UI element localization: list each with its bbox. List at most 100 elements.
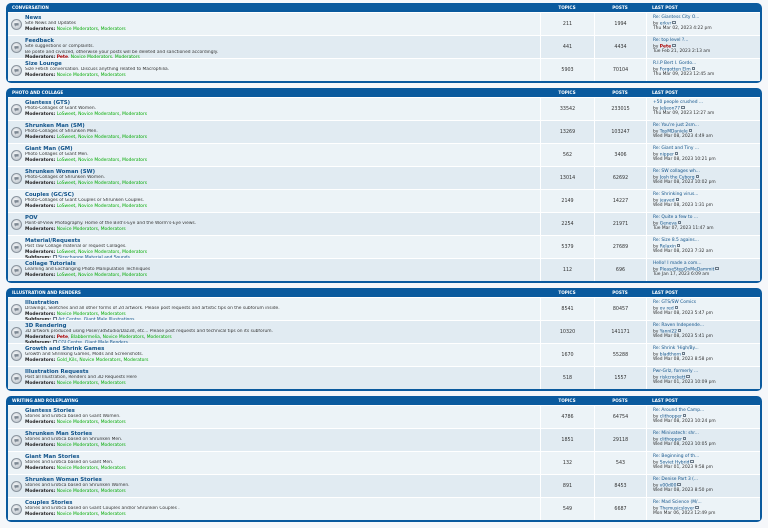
last-post-title-link[interactable]: Re: Shrinking virus... <box>653 192 699 197</box>
last-post-title-link[interactable]: Re: SW collages wh... <box>653 169 700 174</box>
moderator-link[interactable]: Moderators <box>122 272 148 278</box>
moderator-link[interactable]: Moderators <box>100 311 126 317</box>
moderator-link[interactable]: LoSweet <box>56 111 76 117</box>
forum-name-link[interactable]: News <box>25 15 42 21</box>
moderator-link[interactable]: Novice Moderators <box>56 488 98 494</box>
last-post-author-link[interactable]: ov red <box>659 305 674 311</box>
goto-post-icon[interactable] <box>690 459 694 464</box>
moderator-link[interactable]: Moderators <box>100 226 126 232</box>
moderator-link[interactable]: Moderators <box>122 111 148 117</box>
moderator-link[interactable]: LoSweet <box>56 180 76 186</box>
moderator-link[interactable]: LoSweet <box>56 203 76 209</box>
moderator-link[interactable]: Blabbermelia <box>70 334 100 340</box>
moderator-link[interactable]: Moderators <box>100 488 126 494</box>
moderator-link[interactable]: Novice Moderators <box>79 357 121 363</box>
moderator-link[interactable]: Novice Moderators <box>56 419 98 425</box>
last-post-author-link[interactable]: Pete <box>659 43 672 49</box>
category-title[interactable]: WRITING AND ROLEPLAYING <box>12 398 79 403</box>
moderator-link[interactable]: Novice Moderators <box>102 334 144 340</box>
moderator-link[interactable]: Novice Moderators <box>70 55 113 58</box>
moderator-link[interactable]: Moderators <box>100 465 126 471</box>
moderator-link[interactable]: Moderators <box>114 55 140 58</box>
last-post-title-link[interactable]: Re: Giantess City O... <box>653 15 700 20</box>
moderator-link[interactable]: LoSweet <box>56 134 76 140</box>
last-post-author-link[interactable]: erkvr <box>659 20 672 26</box>
last-post-author-link[interactable]: TopMDaniele <box>659 128 688 134</box>
forum-name-link[interactable]: Giantess (GTS) <box>25 100 71 106</box>
forum-name-link[interactable]: Illustration <box>25 300 59 306</box>
moderator-link[interactable]: Novice Moderators <box>78 157 120 163</box>
last-post-title-link[interactable]: Re: top level ?... <box>653 38 689 43</box>
last-post-title-link[interactable]: Re: Minivatech: shr... <box>653 431 699 436</box>
forum-name-link[interactable]: Couples (GC/SC) <box>25 192 75 198</box>
last-post-author-link[interactable]: v00d00 <box>659 482 677 488</box>
goto-post-icon[interactable] <box>682 413 687 418</box>
last-post-title-link[interactable]: Pwr-Grlz, formerly ... <box>653 369 699 374</box>
last-post-title-link[interactable]: Re: Beginning of th... <box>653 454 700 459</box>
last-post-author-link[interactable]: bladthorn <box>659 351 681 357</box>
last-post-author-link[interactable]: Yanni22 <box>659 328 677 334</box>
goto-post-icon[interactable] <box>677 482 681 487</box>
subforum-link[interactable]: Art Centre, Giant Male Illustrations <box>58 317 135 320</box>
last-post-title-link[interactable]: Re: Quite a few to ... <box>653 215 699 220</box>
last-post-title-link[interactable]: Re: Size 8.5 agains... <box>653 238 699 243</box>
goto-post-icon[interactable] <box>715 266 719 271</box>
last-post-title-link[interactable]: Hello! I made a com... <box>653 261 702 266</box>
forum-name-link[interactable]: Illustration Requests <box>25 369 89 375</box>
moderator-link[interactable]: Moderators <box>146 334 172 340</box>
moderator-link[interactable]: Moderators <box>100 26 126 32</box>
moderator-link[interactable]: Novice Moderators <box>56 511 98 517</box>
forum-name-link[interactable]: Giant Man Stories <box>25 454 80 460</box>
last-post-author-link[interactable]: Josh the Cyborg <box>659 174 695 180</box>
forum-name-link[interactable]: Giantess Stories <box>25 408 75 414</box>
moderator-link[interactable]: Novice Moderators <box>78 111 120 117</box>
goto-post-icon[interactable] <box>675 197 679 202</box>
goto-post-icon[interactable] <box>672 20 676 25</box>
last-post-author-link[interactable]: nipper <box>659 151 674 157</box>
moderator-link[interactable]: Novice Moderators <box>56 26 98 32</box>
moderator-link[interactable]: Moderators <box>122 134 148 140</box>
goto-post-icon[interactable] <box>695 174 699 179</box>
last-post-author-link[interactable]: PleaseStepOnMeDammit <box>659 266 715 272</box>
moderator-link[interactable]: Novice Moderators <box>56 442 98 448</box>
moderator-link[interactable]: Moderators <box>122 249 148 255</box>
moderator-link[interactable]: Pete <box>56 334 68 340</box>
forum-name-link[interactable]: Shrunken Woman (SW) <box>25 169 96 175</box>
last-post-author-link[interactable]: Forgotten Elm <box>659 66 691 72</box>
moderator-link[interactable]: LoSweet <box>56 157 76 163</box>
last-post-title-link[interactable]: Re: Raven Independe... <box>653 323 705 328</box>
moderator-link[interactable]: Novice Moderators <box>78 134 120 140</box>
forum-name-link[interactable]: Collage Tutorials <box>25 261 76 267</box>
moderator-link[interactable]: Novice Moderators <box>78 272 120 278</box>
moderator-link[interactable]: Novice Moderators <box>78 203 120 209</box>
last-post-author-link[interactable]: riskcrockett <box>659 374 686 380</box>
goto-post-icon[interactable] <box>674 305 679 310</box>
moderator-link[interactable]: LoSweet <box>56 272 76 278</box>
last-post-title-link[interactable]: Re: Denise Part 3 (... <box>653 477 699 482</box>
moderator-link[interactable]: Novice Moderators <box>56 380 98 386</box>
forum-name-link[interactable]: Giant Man (GM) <box>25 146 73 152</box>
moderator-link[interactable]: Novice Moderators <box>56 311 98 317</box>
forum-name-link[interactable]: Shrunken Man (SM) <box>25 123 85 129</box>
forum-name-link[interactable]: Shrunken Woman Stories <box>25 477 102 483</box>
moderator-link[interactable]: LoSweet <box>56 249 76 255</box>
last-post-title-link[interactable]: Re: GTS/SW Comics <box>653 300 697 305</box>
last-post-author-link[interactable]: Geneva <box>659 220 677 226</box>
moderator-link[interactable]: Moderators <box>100 442 126 448</box>
moderator-link[interactable]: Pete <box>56 55 68 58</box>
forum-name-link[interactable]: Growth and Shrink Games <box>25 346 105 352</box>
moderator-link[interactable]: Moderators <box>122 180 148 186</box>
forum-name-link[interactable]: Size Lounge <box>25 61 62 67</box>
forum-name-link[interactable]: Shrunken Man Stories <box>25 431 93 437</box>
moderator-link[interactable]: Moderators <box>123 357 149 363</box>
moderator-link[interactable]: Novice Moderators <box>56 465 98 471</box>
last-post-author-link[interactable]: Themusicslover <box>659 505 695 511</box>
last-post-author-link[interactable]: jeaved <box>659 197 675 203</box>
goto-post-icon[interactable] <box>691 66 696 71</box>
category-title[interactable]: PHOTO AND COLLAGE <box>12 90 64 95</box>
goto-post-icon[interactable] <box>672 43 676 48</box>
moderator-link[interactable]: Novice Moderators <box>78 249 120 255</box>
last-post-author-link[interactable]: Relaxin <box>659 243 676 249</box>
goto-post-icon[interactable] <box>681 105 685 110</box>
subforum-link[interactable]: CGI Centre, Giant Male Renders <box>58 340 128 343</box>
